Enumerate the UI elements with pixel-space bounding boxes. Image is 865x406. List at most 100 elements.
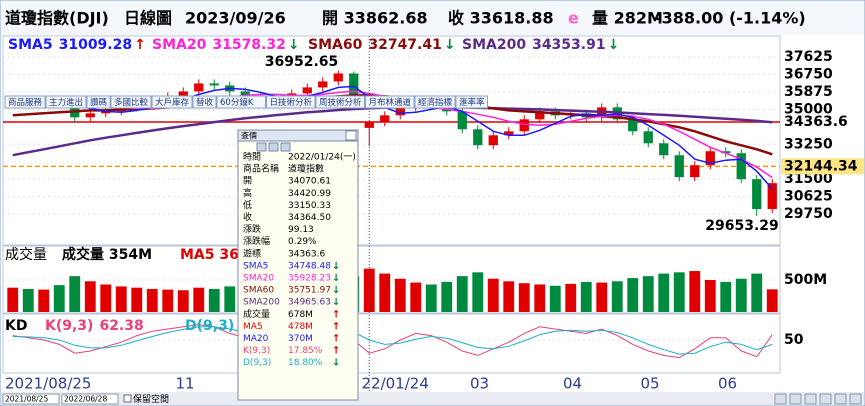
popup-value: 34748.48	[288, 261, 331, 271]
reserve-check[interactable]	[123, 394, 132, 403]
volume-bar	[627, 278, 639, 312]
toolbar-button[interactable]	[849, 393, 862, 405]
popup-arrow: ↓	[332, 358, 340, 369]
date-select-text: 2021/08/25	[5, 395, 48, 404]
volume-bar	[22, 288, 34, 312]
popup-label: 漲跌幅	[243, 235, 270, 247]
tab-label: 經濟指標	[418, 97, 453, 108]
popup-title: 查價	[241, 131, 257, 141]
tab[interactable]	[192, 95, 217, 109]
x-tick-label: 04	[563, 375, 582, 393]
legend-part: SMA200	[462, 37, 526, 53]
popup-value: 34363.6	[288, 249, 325, 259]
popup-icon[interactable]	[280, 142, 291, 152]
legend-part: 32747.41	[368, 37, 442, 53]
candle-body	[473, 129, 483, 146]
popup-label: SMA5	[243, 261, 268, 271]
trend-arrow: ↓	[444, 37, 456, 53]
tab[interactable]	[45, 95, 87, 109]
min-annotation: 29653.29	[705, 218, 779, 234]
legend-part: 62.38	[99, 318, 143, 334]
x-tick-label: 22/01/24	[362, 375, 429, 393]
toolbar-button[interactable]	[789, 393, 802, 405]
tab-label: 大戶庫存	[155, 97, 190, 108]
popup-value: 99.13	[288, 225, 314, 235]
candle-body	[659, 143, 669, 156]
popup-icon[interactable]	[256, 142, 267, 152]
legend-entry: K(9,3) 62.38	[45, 318, 144, 334]
toolbar-button[interactable]	[834, 393, 847, 405]
legend-part: SMA20	[152, 37, 207, 53]
volume-bar	[611, 281, 623, 312]
tab-label: 主力進出	[49, 97, 83, 108]
popup-value: 478M	[288, 322, 313, 332]
candle-body	[318, 81, 328, 88]
sma-line	[12, 85, 773, 190]
legend-entry: SMA60 32747.41 ↓	[308, 37, 456, 53]
candle-body	[349, 73, 359, 102]
popup-label: SMA20	[243, 274, 274, 284]
popup-label: SMA60	[243, 286, 274, 296]
tab[interactable]	[86, 95, 111, 109]
popup-label: 開	[243, 176, 252, 187]
date-select[interactable]	[61, 393, 119, 405]
legend-part: 31578.32	[212, 37, 286, 53]
tab[interactable]	[151, 95, 193, 109]
tab[interactable]	[216, 95, 266, 109]
legend-part: K(9,3)	[45, 318, 93, 334]
tab[interactable]	[4, 95, 46, 109]
kd-line	[12, 326, 773, 355]
quote-open: 開 33862.68	[322, 9, 428, 28]
volume-bar	[565, 283, 577, 312]
date-select[interactable]	[2, 393, 60, 405]
popup-arrow: ↑	[332, 334, 340, 345]
quote-close: 收 33618.88	[448, 9, 554, 28]
tab[interactable]	[266, 95, 316, 109]
popup-icon[interactable]	[268, 142, 279, 152]
volume-bar	[224, 286, 236, 312]
reserve-label: 保留空間	[133, 393, 169, 405]
popup-arrow: ↑	[332, 346, 340, 357]
price-pane	[2, 35, 781, 246]
toolbar-button[interactable]	[774, 393, 787, 405]
tab-label: 月布林通道	[369, 97, 412, 108]
footer-bar	[1, 392, 864, 405]
toolbar-button[interactable]	[819, 393, 832, 405]
tab[interactable]	[455, 95, 488, 109]
popup-label: 漲跌	[243, 224, 261, 235]
toolbar-button[interactable]	[804, 393, 817, 405]
popup-close[interactable]	[345, 130, 357, 141]
y-tick-label: 31500	[784, 171, 833, 187]
volume-bar	[751, 273, 763, 312]
volume-bar	[534, 284, 546, 312]
volume-bar	[193, 287, 205, 312]
popup-value: 35751.97	[288, 286, 331, 296]
tab[interactable]	[365, 95, 415, 109]
volume-bar	[425, 284, 437, 312]
y-tick-label: 37625	[784, 49, 833, 65]
candle-body	[721, 151, 731, 154]
volume-bar	[704, 280, 716, 312]
tab-label: 日技術分析	[270, 97, 313, 108]
y-tick-label: 33250	[784, 136, 833, 152]
tab[interactable]	[414, 95, 456, 109]
tab[interactable]	[315, 95, 365, 109]
volume-bar	[642, 276, 654, 312]
candle-body	[674, 155, 684, 178]
kd-pane	[2, 313, 781, 374]
candle-body	[535, 111, 545, 120]
volume-bar	[658, 273, 670, 312]
quote-period: 日線圖	[124, 9, 172, 28]
candle-body	[240, 91, 250, 96]
popup-label: MA20	[243, 334, 269, 344]
tab[interactable]	[110, 95, 152, 109]
popup-value: 33150.33	[288, 201, 331, 211]
popup-value: 34420.99	[288, 189, 331, 199]
quote-flag: e	[568, 9, 579, 28]
date-select-text: 2022/06/28	[64, 395, 107, 404]
volume-legend: 成交量 354M	[62, 246, 152, 263]
volume-bar	[177, 290, 189, 312]
candle-body	[209, 83, 219, 86]
